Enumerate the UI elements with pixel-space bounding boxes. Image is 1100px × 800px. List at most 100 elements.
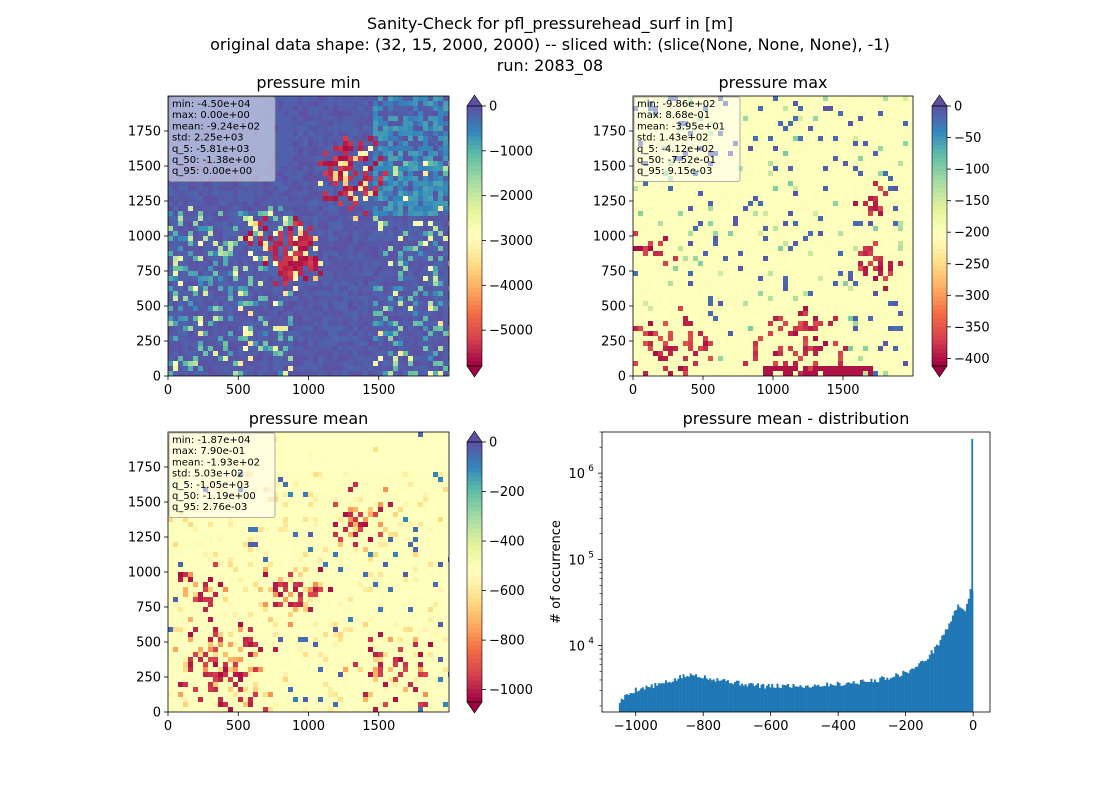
colorbar-tick-label: −5000 <box>489 324 533 339</box>
histogram-bar <box>618 702 621 712</box>
colorbar-tick-label: −400 <box>954 352 990 367</box>
histogram-bar <box>868 681 871 712</box>
y-tick-label: 1000 <box>128 230 161 245</box>
histogram-bar <box>902 670 905 712</box>
colorbar-tick-label: −400 <box>489 535 525 550</box>
colorbar-segment <box>467 472 482 478</box>
stats-line: mean: -1.93e+02 <box>172 457 260 468</box>
histogram-bar <box>819 686 822 712</box>
colorbar-segment <box>467 593 482 599</box>
colorbar-extend-min <box>931 365 948 378</box>
histogram-bar <box>865 682 868 712</box>
histogram-bar <box>631 693 634 712</box>
colorbar-tick-label: 0 <box>954 100 962 115</box>
histogram-bar <box>803 688 806 712</box>
colorbar-segment <box>932 249 947 254</box>
histogram-bar <box>765 685 768 712</box>
colorbar-segment <box>467 632 482 638</box>
colorbar-tick-label: 0 <box>489 436 497 451</box>
colorbar-segment <box>467 288 482 293</box>
colorbar-segment <box>932 179 947 185</box>
histogram-bar <box>801 687 804 712</box>
colorbar-segment <box>467 283 482 289</box>
histogram-bar <box>622 699 625 712</box>
histogram-bar <box>955 609 958 712</box>
histogram-bar <box>962 609 965 712</box>
colorbar-segment <box>467 153 482 159</box>
colorbar-segment <box>932 119 947 124</box>
x-tick-label: 0 <box>164 719 172 734</box>
colorbar-segment <box>932 262 947 267</box>
y-tick-label: 1500 <box>593 160 626 175</box>
histogram-bar <box>944 629 947 712</box>
stats-line: min: -1.87e+04 <box>172 435 251 446</box>
histogram-bar <box>831 684 834 712</box>
histogram-bar <box>670 682 673 712</box>
histogram-bar <box>710 680 713 712</box>
colorbar-segment <box>467 322 482 328</box>
figure-title-line-2: original data shape: (32, 15, 2000, 2000… <box>210 35 890 54</box>
histogram-bar <box>827 686 830 712</box>
colorbar-segment <box>467 498 482 504</box>
y-tick-label: 750 <box>601 265 626 280</box>
histogram-bar <box>935 644 938 712</box>
colorbar-segment <box>467 231 482 237</box>
colorbar-segment <box>467 676 482 681</box>
histogram-bar <box>757 683 760 712</box>
colorbar-segment <box>467 550 482 556</box>
colorbar-segment <box>467 611 482 616</box>
y-tick-label: 1750 <box>128 461 161 476</box>
y-tick-label: 250 <box>601 335 626 350</box>
histogram-bar <box>668 681 671 712</box>
colorbar-frame <box>931 105 948 367</box>
y-tick-label: 0 <box>618 370 626 385</box>
y-tick-exponent: 4 <box>588 637 594 647</box>
stats-line: q_50: -1.38e+00 <box>172 155 256 166</box>
colorbar-segment <box>932 314 947 319</box>
histogram-bar <box>695 674 698 712</box>
colorbar-segment <box>467 275 482 280</box>
histogram-bar <box>762 683 765 712</box>
histogram-bar <box>778 687 781 712</box>
colorbar-segment <box>467 580 482 586</box>
colorbar-segment <box>467 140 482 146</box>
colorbar-segment <box>467 481 482 486</box>
colorbar-segment <box>467 615 482 621</box>
histogram-bar <box>753 686 756 712</box>
colorbar-tick-label: −350 <box>954 320 990 335</box>
y-tick-label: 1250 <box>128 531 161 546</box>
y-axis-label: # of occurrence <box>549 520 564 624</box>
colorbar-segment <box>932 279 947 285</box>
colorbar-segment <box>467 468 482 473</box>
colorbar-segment <box>932 140 947 146</box>
colorbar-segment <box>467 606 482 612</box>
colorbar-segment <box>467 348 482 354</box>
histogram-bar <box>647 687 650 712</box>
colorbar-segment <box>467 123 482 129</box>
histogram-bar <box>794 686 797 712</box>
histogram-bar <box>909 669 912 712</box>
histogram-bar <box>796 686 799 712</box>
colorbar-segment <box>467 641 482 647</box>
colorbar-segment <box>932 214 947 220</box>
colorbar-segment <box>467 455 482 460</box>
histogram-bar <box>943 634 946 712</box>
colorbar-segment <box>932 275 947 280</box>
colorbar-segment <box>467 114 482 120</box>
colorbar-segment <box>932 188 947 194</box>
histogram-bar <box>654 682 657 712</box>
histogram-bar <box>764 688 767 712</box>
histogram-bar <box>852 681 855 712</box>
colorbar-segment <box>467 331 482 337</box>
colorbar-segment <box>932 353 947 358</box>
colorbar-segment <box>932 171 947 176</box>
colorbar-segment <box>467 110 482 116</box>
y-tick-label: 0 <box>153 706 161 721</box>
colorbar-segment <box>467 279 482 285</box>
histogram-bar <box>673 678 676 712</box>
colorbar-segment <box>467 554 482 560</box>
colorbar-segment <box>467 192 482 198</box>
colorbar-segment <box>932 331 947 337</box>
